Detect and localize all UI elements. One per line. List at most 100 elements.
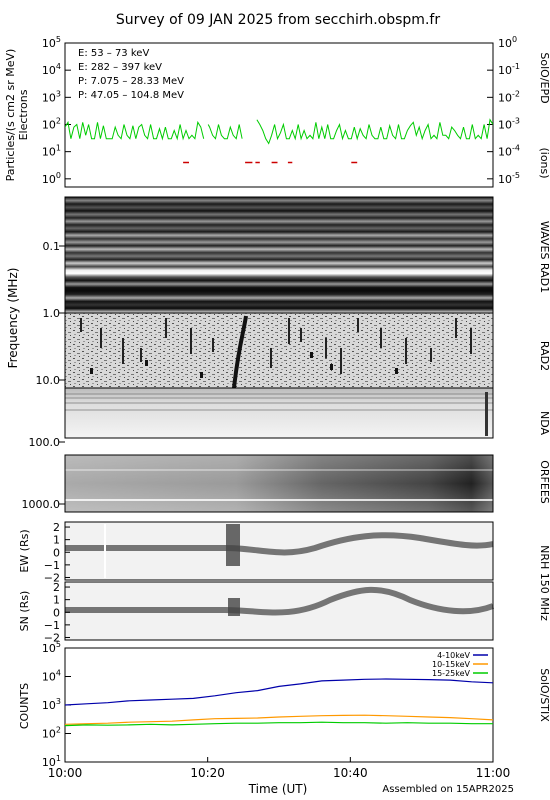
stix-series-line <box>65 714 493 725</box>
rad2-burst-mark <box>405 338 407 364</box>
assembled-footer: Assembled on 15APR2025 <box>382 784 514 795</box>
nrh-instrument-label: NRH 150 MHz <box>538 545 550 621</box>
nrh-sn-ylabel: SN (Rs) <box>18 591 31 632</box>
rad2-burst-mark <box>330 364 333 370</box>
orfees-panel: ORFEES 1000.0 <box>22 454 550 513</box>
nrh-sn-tick-label: 1 <box>53 594 60 607</box>
epd-tick-label-right: 10-1 <box>498 62 520 77</box>
nda-spectrogram <box>65 388 493 438</box>
epd-ylabel: Particles/(s cm2 sr MeV) <box>4 49 17 182</box>
rad2-burst-mark <box>90 368 93 374</box>
nda-panel: NDA 100.0 <box>29 387 550 449</box>
epd-tick-label: 104 <box>42 62 61 77</box>
rad2-burst-mark <box>430 348 432 362</box>
stix-tick-label: 104 <box>42 669 61 684</box>
epd-legend-entry: E: 282 – 397 keV <box>78 62 162 73</box>
rad2-burst-mark <box>80 318 82 332</box>
stix-tick-label: 105 <box>42 640 61 655</box>
epd-tick-label: 101 <box>42 144 61 159</box>
rad2-burst-mark <box>270 348 272 368</box>
rad2-burst-mark <box>380 328 382 348</box>
nrh-ew-tick-label: −2 <box>44 571 60 584</box>
nrh-sn-tick-label: −2 <box>44 631 60 644</box>
orfees-band-overlay <box>65 455 493 512</box>
epd-tick-label: 105 <box>42 35 61 50</box>
nrh-sn-frame <box>64 581 494 641</box>
stix-series-line <box>65 721 493 727</box>
nda-lines <box>65 393 493 411</box>
stix-tick-label: 103 <box>42 697 61 712</box>
stix-frame <box>64 647 494 763</box>
nrh-ew-frame <box>64 521 494 581</box>
orfees-tick-label: 1000.0 <box>22 498 61 511</box>
nrh-sn-tick-label: 0 <box>53 606 60 619</box>
nrh-ew-tick-label: 2 <box>53 521 60 534</box>
rad2-burst-mark <box>288 318 290 344</box>
rad1-tick-label-1: 1.0 <box>43 307 61 320</box>
rad2-instrument-label: RAD2 <box>538 341 550 371</box>
rad2-burst-mark <box>325 338 327 358</box>
epd-frame <box>64 42 494 188</box>
nrh-ew-source-track <box>65 532 494 556</box>
rad2-burst-mark <box>455 318 457 338</box>
epd-ylabel-right: (ions) <box>538 147 550 178</box>
time-tick-label: 10:00 <box>48 766 83 780</box>
stix-series-line <box>65 678 493 706</box>
rad2-burst-mark <box>300 328 302 342</box>
nrh-ew-tick-label: 1 <box>53 534 60 547</box>
epd-tick-label-right: 100 <box>498 35 517 50</box>
rad1-spectrogram <box>65 197 493 313</box>
nrh-ew-tick-label: −1 <box>44 559 60 572</box>
rad2-burst-mark <box>212 338 214 352</box>
nda-frame <box>64 387 494 439</box>
epd-y-ticks: 100 101 102 103 104 105 <box>42 35 71 186</box>
epd-series-line <box>256 118 493 145</box>
rad1-tick-label-0: 0.1 <box>43 240 61 253</box>
rad2-burst-mark <box>145 360 148 366</box>
time-tick-label: 10:20 <box>190 766 225 780</box>
stix-legend-entry: 4-10keV <box>437 651 470 660</box>
epd-series <box>65 118 493 164</box>
nrh-sn-burst <box>228 598 240 616</box>
rad2-burst-mark <box>357 318 359 332</box>
rad2-burst-mark <box>340 348 342 374</box>
stix-series <box>65 678 493 727</box>
rad2-tick-label: 10.0 <box>36 374 61 387</box>
stix-legend-entry: 15-25keV <box>432 669 471 678</box>
epd-legend-entry: P: 47.05 – 104.8 MeV <box>78 90 184 101</box>
stix-ylabel: COUNTS <box>18 683 31 729</box>
epd-y-ticks-right: 10-5 10-4 10-3 10-2 10-1 100 <box>487 35 520 186</box>
rad1-panel: WAVES RAD1 0.1 1.0 <box>43 196 550 320</box>
rad2-burst-mark <box>310 352 313 358</box>
epd-legend-entry: E: 53 – 73 keV <box>78 48 149 59</box>
epd-series-line <box>65 120 205 141</box>
epd-legend: E: 53 – 73 keV E: 282 – 397 keV P: 7.075 –… <box>78 48 184 101</box>
rad2-burst-mark <box>190 328 192 354</box>
stix-tick-label: 102 <box>42 726 61 741</box>
nrh-ew-tick-label: 0 <box>53 546 60 559</box>
nrh-sn-tick-label: 2 <box>53 581 60 594</box>
epd-instrument-label: SolO/EPD <box>538 52 550 103</box>
figure-title: Survey of 09 JAN 2025 from secchirh.obsp… <box>116 12 440 28</box>
nrh-ew-ylabel: EW (Rs) <box>18 529 31 572</box>
epd-tick-label: 102 <box>42 116 61 131</box>
rad2-burst-mark <box>122 338 124 364</box>
rad2-burst-mark <box>140 348 142 362</box>
nda-instrument-label: NDA <box>538 411 550 436</box>
rad2-panel: RAD2 10.0 <box>36 312 550 389</box>
epd-series-line <box>207 124 243 140</box>
orfees-frame <box>64 454 494 513</box>
rad1-instrument-label: WAVES RAD1 <box>538 221 550 293</box>
epd-ylabel-electrons: Electrons <box>17 89 30 140</box>
rad2-bursts <box>80 318 472 378</box>
nrh-sn-source-track <box>65 586 495 616</box>
rad2-type3-burst <box>232 315 248 389</box>
rad2-burst-mark <box>165 318 167 338</box>
stix-tick-label: 101 <box>42 754 61 769</box>
rad2-spectrogram <box>65 313 493 388</box>
epd-legend-entry: P: 7.075 – 28.33 MeV <box>78 76 184 87</box>
time-axis: 10:00 10:20 10:40 11:00 <box>48 757 510 780</box>
